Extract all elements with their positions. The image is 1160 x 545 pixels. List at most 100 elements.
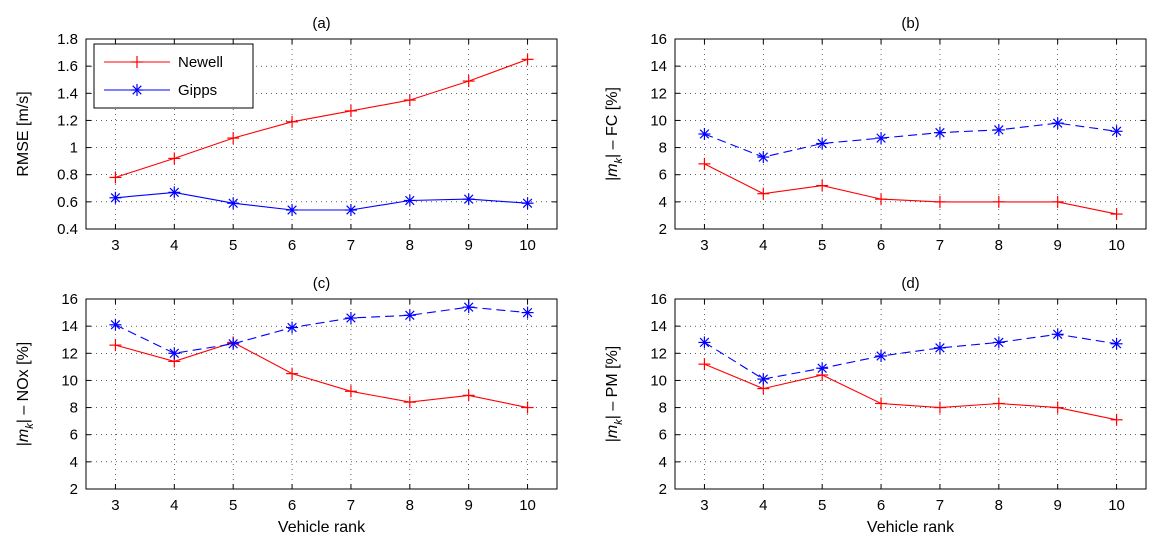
- data-point: [344, 385, 357, 398]
- data-point: [1110, 208, 1123, 221]
- data-point: [109, 191, 122, 204]
- data-point: [344, 104, 357, 117]
- data-point: [168, 186, 181, 199]
- y-tick-label: 14: [650, 318, 667, 335]
- data-point: [933, 126, 946, 139]
- data-point: [462, 193, 475, 206]
- series-gipps: [109, 186, 534, 216]
- data-point: [286, 321, 299, 334]
- panel-title: (a): [312, 15, 330, 32]
- y-tick-label: 1.6: [57, 58, 78, 75]
- data-point: [109, 318, 122, 331]
- x-axis-label: Vehicle rank: [867, 519, 955, 536]
- y-tick-label: 2: [659, 481, 667, 498]
- x-tick-label: 7: [347, 237, 355, 254]
- axes-frame: [674, 38, 1147, 230]
- data-point: [1110, 413, 1123, 426]
- data-point: [227, 197, 240, 210]
- series-1: [698, 157, 1123, 221]
- data-point: [875, 193, 888, 206]
- y-tick-label: 2: [659, 221, 667, 238]
- data-point: [344, 204, 357, 216]
- x-tick-label: 8: [995, 497, 1003, 514]
- data-point: [1051, 328, 1064, 341]
- x-tick-label: 3: [111, 497, 119, 514]
- x-tick-label: 8: [406, 497, 414, 514]
- legend-label: Gipps: [178, 82, 217, 99]
- x-tick-label: 7: [936, 497, 944, 514]
- x-tick-label: 9: [465, 497, 473, 514]
- data-point: [1051, 401, 1064, 414]
- data-point: [462, 389, 475, 402]
- x-tick-label: 8: [995, 237, 1003, 254]
- y-tick-label: 10: [650, 372, 667, 389]
- data-point: [1051, 195, 1064, 208]
- panel-d: 3 4 5 6 7 8 9 10 2 4 6 8 10 12 14 16 (d) Vehicle rank |mk|…: [604, 275, 1147, 536]
- data-point: [109, 171, 122, 184]
- y-tick-label: 14: [650, 58, 667, 75]
- y-tick-label: 12: [650, 345, 667, 362]
- y-tick-label: 1.2: [57, 112, 78, 129]
- y-tick-label: 0.4: [57, 221, 78, 238]
- series-gipps-line: [115, 191, 528, 211]
- data-point: [521, 197, 534, 210]
- x-tick-label: 10: [1108, 237, 1125, 254]
- y-tick-label: 1.4: [57, 85, 78, 102]
- series-newell: [109, 53, 534, 184]
- y-tick-label: 1.8: [57, 31, 78, 48]
- data-point: [227, 337, 240, 350]
- x-tick-label: 9: [1054, 237, 1062, 254]
- data-point: [816, 362, 829, 375]
- x-tick-label: 9: [465, 237, 473, 254]
- data-point: [462, 301, 475, 314]
- series-2: [109, 301, 534, 360]
- legend-marker: [131, 56, 143, 68]
- series-1: [698, 358, 1123, 426]
- y-tick-label: 6: [70, 427, 78, 444]
- data-point: [403, 309, 416, 322]
- x-axis-label: Vehicle rank: [278, 519, 366, 536]
- x-tick-label: 6: [288, 237, 296, 254]
- x-tick-label: 4: [170, 497, 178, 514]
- data-point: [698, 358, 711, 371]
- y-tick-label: 10: [650, 112, 667, 129]
- panel-c: 3 4 5 6 7 8 9 10 2 4 6 8 10 12 14 16 (c) Vehicle rank |mk|…: [15, 275, 558, 536]
- legend-label: Newell: [178, 54, 223, 71]
- data-point: [875, 397, 888, 410]
- y-tick-label: 4: [659, 194, 667, 211]
- data-point: [933, 195, 946, 208]
- x-tick-label: 5: [818, 237, 826, 254]
- series-1-line: [704, 163, 1117, 215]
- series-1-line: [115, 341, 528, 409]
- data-point: [698, 157, 711, 170]
- data-point: [344, 312, 357, 324]
- data-point: [286, 204, 299, 216]
- data-point: [286, 115, 299, 128]
- data-point: [1110, 125, 1123, 138]
- x-tick-label: 4: [759, 497, 767, 514]
- x-tick-label: 10: [519, 237, 536, 254]
- plot-area: [86, 299, 557, 489]
- y-axis-label: |mk| – PM [%]: [604, 346, 625, 443]
- data-point: [816, 137, 829, 150]
- data-point: [168, 347, 181, 360]
- data-point: [992, 397, 1005, 410]
- data-point: [168, 152, 181, 165]
- data-point: [403, 396, 416, 409]
- legend-marker: [131, 84, 143, 96]
- x-tick-label: 9: [1054, 497, 1062, 514]
- y-tick-label: 1: [70, 140, 78, 157]
- data-point: [992, 123, 1005, 136]
- x-tick-label: 5: [229, 237, 237, 254]
- x-tick-label: 4: [759, 237, 767, 254]
- plot-area: [675, 299, 1146, 489]
- y-tick-label: 10: [61, 372, 78, 389]
- y-tick-label: 8: [659, 400, 667, 417]
- x-tick-label: 5: [818, 497, 826, 514]
- series-2: [698, 117, 1123, 164]
- panel-title: (d): [901, 275, 919, 292]
- y-tick-label: 8: [659, 140, 667, 157]
- x-tick-label: 4: [170, 237, 178, 254]
- y-tick-label: 6: [659, 427, 667, 444]
- data-point: [403, 94, 416, 107]
